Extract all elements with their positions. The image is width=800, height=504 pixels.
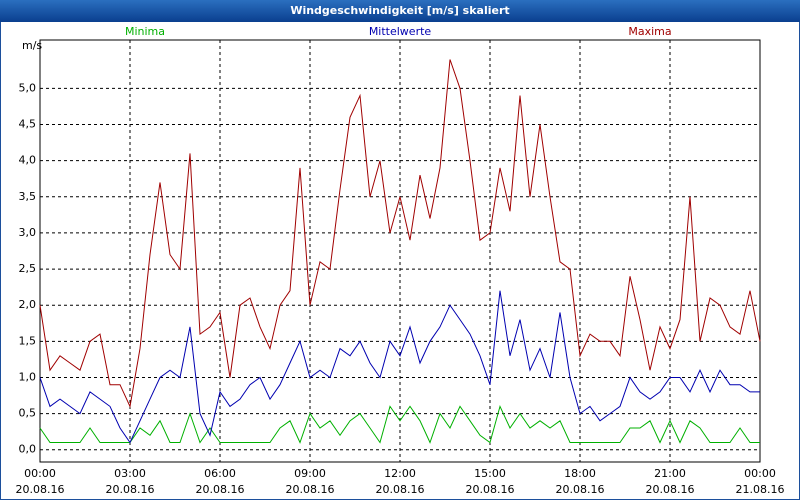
- x-tick-label: 21:00 20.08.16: [646, 467, 695, 496]
- x-tick-label: 00:00 20.08.16: [16, 467, 65, 496]
- y-tick-label: 0,0: [19, 443, 37, 456]
- y-tick-label: 3,5: [19, 190, 37, 203]
- y-tick-label: 4,5: [19, 118, 37, 131]
- y-tick-label: 1,5: [19, 334, 37, 347]
- x-tick-label: 18:00 20.08.16: [556, 467, 605, 496]
- x-tick-label: 00:00 21.08.16: [736, 467, 785, 496]
- series-line: [39, 290, 760, 444]
- y-tick-label: 3,0: [19, 226, 37, 239]
- y-tick-label: 5,0: [19, 81, 37, 94]
- legend-entry: Maxima: [628, 25, 671, 38]
- series-line: [39, 404, 760, 444]
- x-tick-label: 12:00 20.08.16: [376, 467, 425, 496]
- chart-title: Windgeschwindigkeit [m/s] skaliert: [290, 4, 509, 17]
- y-tick-label: 2,5: [19, 262, 37, 275]
- x-tick-label: 09:00 20.08.16: [286, 467, 335, 496]
- y-unit: m/s: [22, 39, 42, 52]
- legend-entry: Mittelwerte: [369, 25, 432, 38]
- series-line: [39, 59, 761, 409]
- x-tick-label: 15:00 20.08.16: [466, 467, 515, 496]
- y-tick-label: 1,0: [19, 370, 37, 383]
- y-tick-label: 4,0: [19, 154, 37, 167]
- title-bar: [0, 0, 800, 22]
- y-tick-label: 0,5: [19, 407, 37, 420]
- legend-entry: Minima: [125, 25, 165, 38]
- x-tick-label: 06:00 20.08.16: [196, 467, 245, 496]
- x-tick-label: 03:00 20.08.16: [106, 467, 155, 496]
- y-tick-label: 2,0: [19, 298, 37, 311]
